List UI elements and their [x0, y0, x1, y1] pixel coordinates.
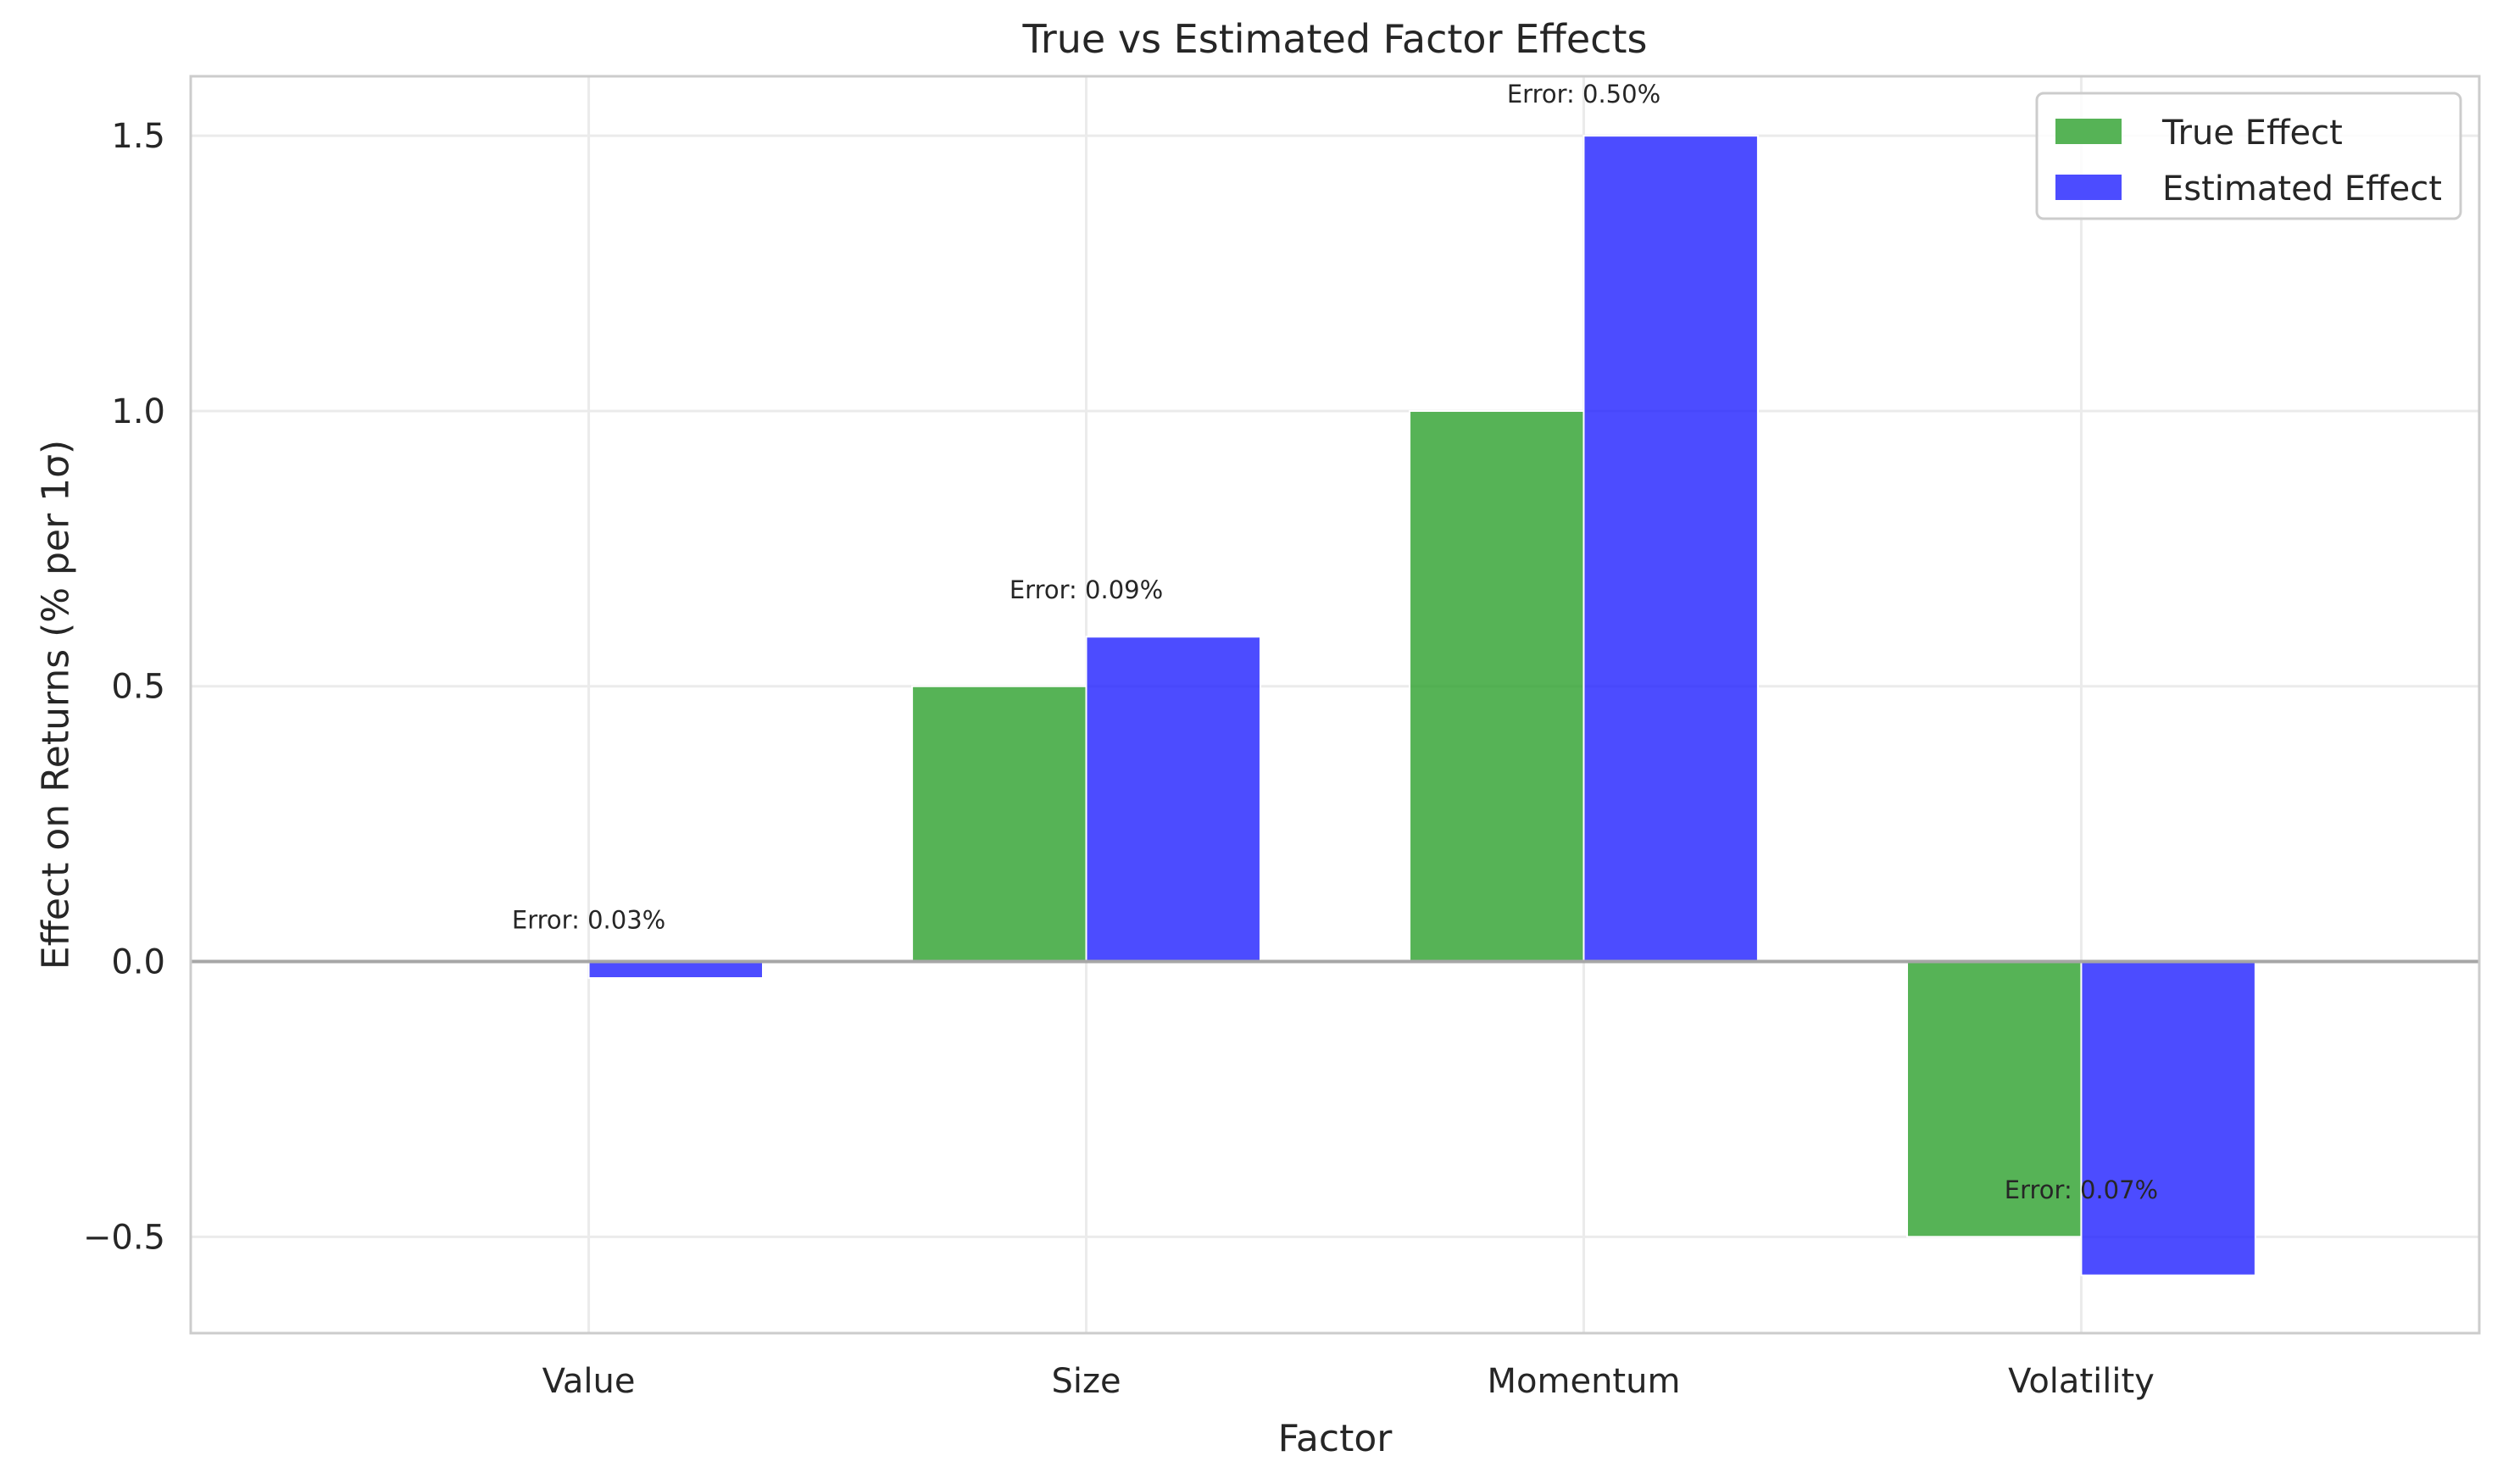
y-axis-label: Effect on Returns (% per 1σ)	[34, 440, 77, 970]
error-annotations: Error: 0.03% Error: 0.09% Error: 0.50% Erro…	[512, 80, 2158, 1204]
plot-frame	[189, 75, 2481, 1335]
bar-true-effect-size	[911, 685, 1087, 963]
y-tick-label: −0.5	[83, 1218, 165, 1257]
error-annotation: Error: 0.09%	[1010, 575, 1163, 604]
x-tick-label: Size	[1051, 1362, 1121, 1401]
y-tick-label: 1.0	[111, 392, 165, 431]
y-tick-label: 1.5	[111, 117, 165, 156]
legend-label: True Effect	[2161, 114, 2343, 153]
legend: True Effect Estimated Effect	[2035, 92, 2462, 220]
y-tick-label: 0.0	[111, 943, 165, 982]
chart-title: True vs Estimated Factor Effects	[1022, 16, 1648, 62]
bar-estimated-effect-size	[1085, 636, 1261, 963]
error-annotation: Error: 0.03%	[512, 906, 665, 935]
error-annotation: Error: 0.50%	[1507, 80, 1660, 108]
bar-estimated-effect-value	[587, 960, 765, 980]
x-tick-label: Momentum	[1488, 1362, 1681, 1401]
bars	[587, 135, 2256, 1276]
x-tick-label: Value	[542, 1362, 636, 1401]
bar-estimated-effect-momentum	[1582, 135, 1759, 963]
x-tick-label: Volatility	[2008, 1362, 2155, 1401]
legend-label: Estimated Effect	[2162, 170, 2442, 208]
bar-true-effect-momentum	[1409, 409, 1585, 963]
error-annotation: Error: 0.07%	[2005, 1176, 2158, 1204]
x-axis-label: Factor	[1278, 1417, 1393, 1460]
bar-estimated-effect-volatility	[2080, 960, 2256, 1276]
tick-labels: −0.5 0.0 0.5 1.0 1.5 Value Size Momentum Volatil…	[83, 117, 2155, 1401]
legend-swatch	[2055, 175, 2122, 200]
legend-box	[2035, 92, 2462, 220]
y-tick-label: 0.5	[111, 668, 165, 707]
legend-swatch	[2055, 119, 2122, 144]
